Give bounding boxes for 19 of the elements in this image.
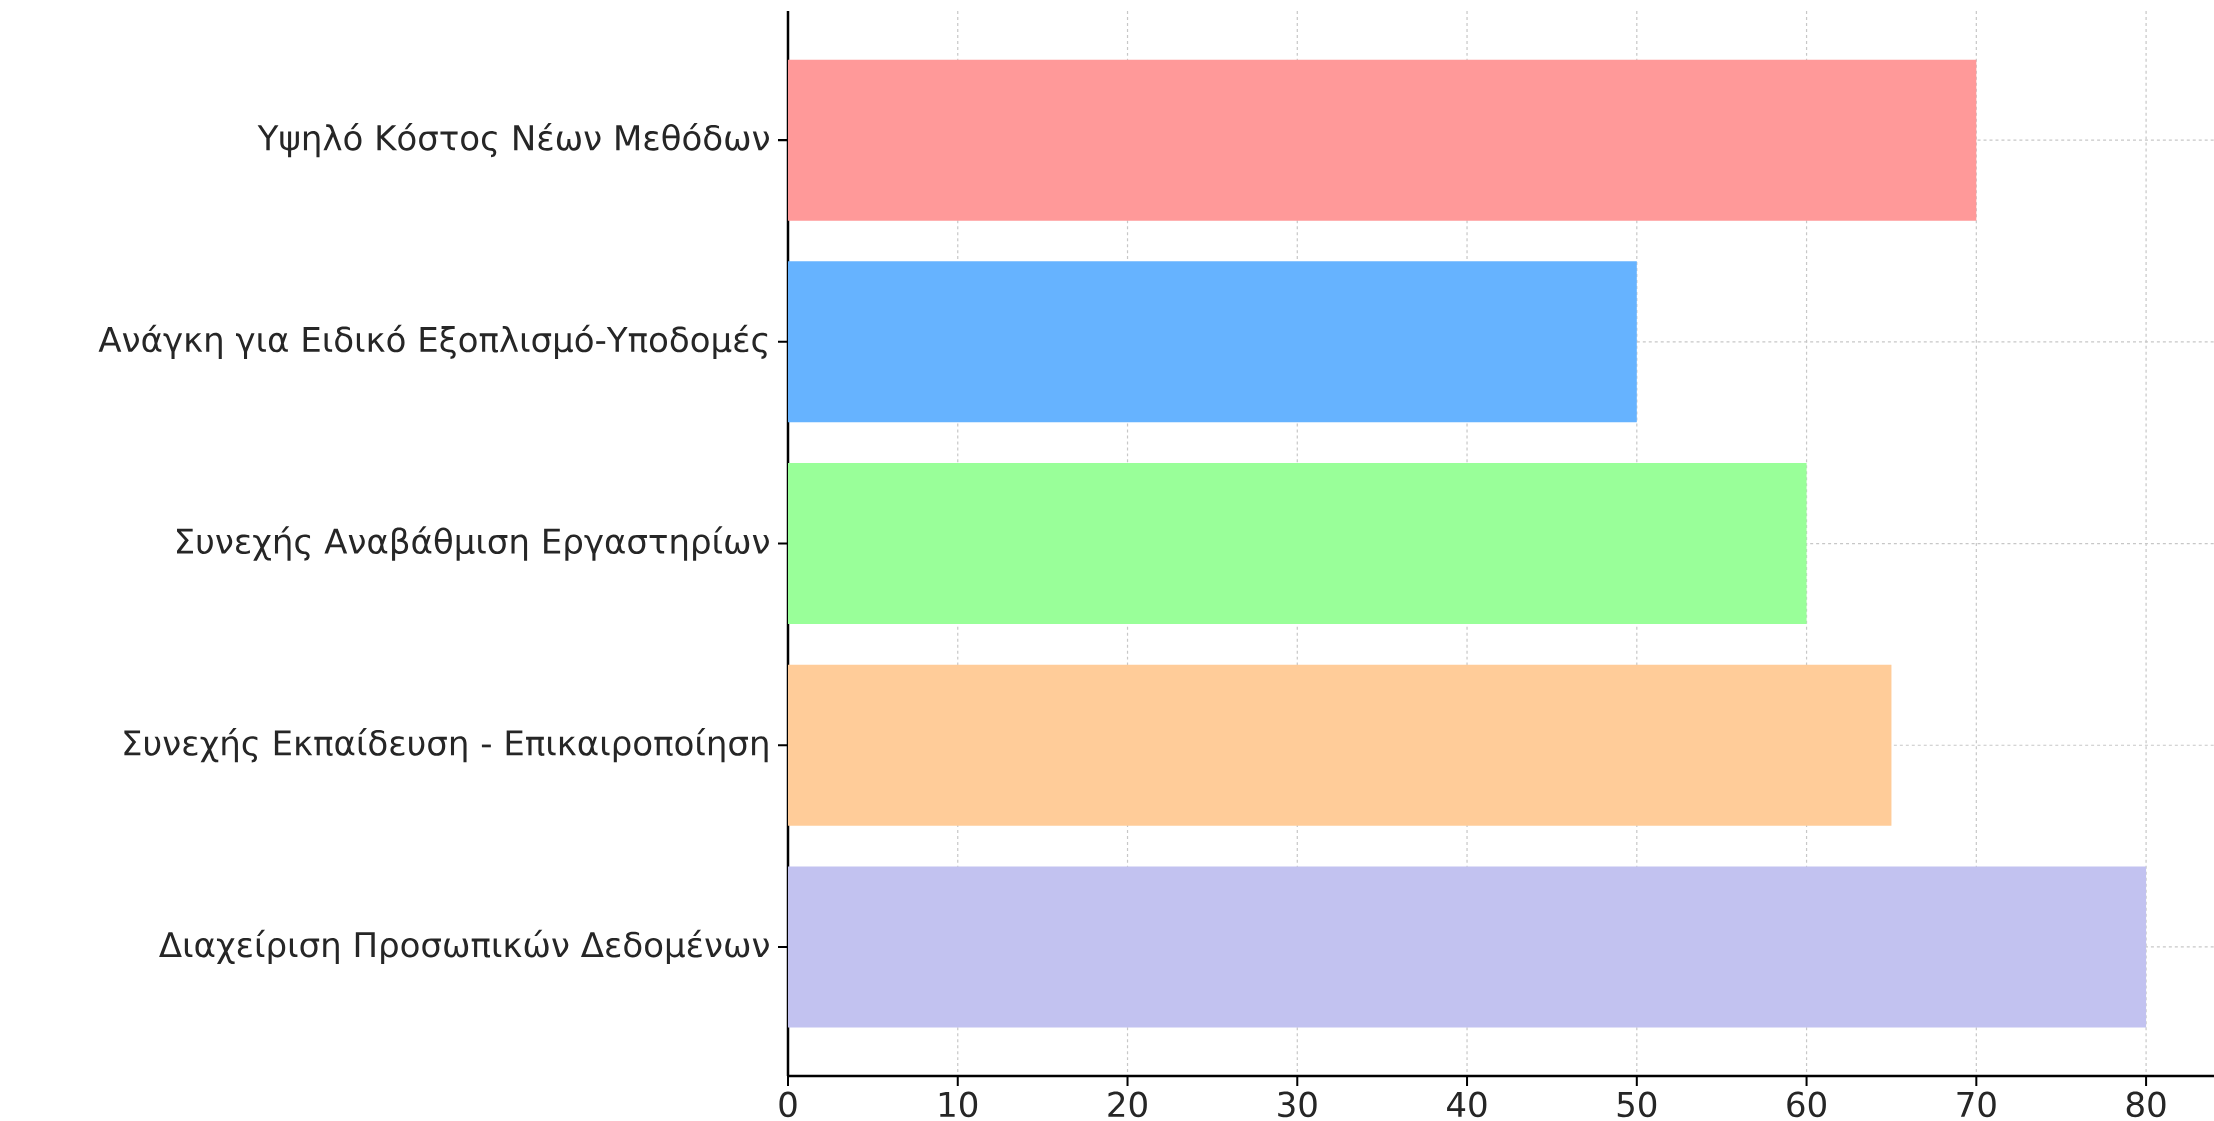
x-tick-label: 20	[1108, 1091, 1147, 1118]
y-tick-label: Ανάγκη για Ειδικό Εξοπλισμό-Υποδομές	[98, 324, 768, 359]
x-tick-label: 10	[939, 1091, 978, 1118]
y-tick-label: Συνεχής Αναβάθμιση Εργαστηρίων	[177, 526, 769, 561]
x-tick-label: 60	[1787, 1091, 1826, 1118]
x-tick-label: 50	[1617, 1091, 1657, 1118]
x-tick-label: 80	[2126, 1091, 2166, 1118]
x-tick-label: 40	[1447, 1091, 1487, 1118]
y-tick-label: Διαχείριση Προσωπικών Δεδομένων	[159, 929, 769, 965]
bar	[788, 463, 1807, 625]
y-tick-label: Συνεχής Εκπαίδευση - Επικαιροποίηση	[124, 728, 768, 763]
x-tick-label: 0	[779, 1091, 797, 1118]
x-tick-label: 70	[1957, 1091, 1996, 1118]
y-tick-label: Υψηλό Κόστος Νέων Μεθόδων	[257, 122, 769, 158]
bar	[788, 59, 1977, 221]
bar	[788, 664, 1892, 826]
bar	[788, 261, 1637, 423]
bar	[788, 866, 2147, 1028]
x-tick-label: 30	[1278, 1091, 1317, 1118]
